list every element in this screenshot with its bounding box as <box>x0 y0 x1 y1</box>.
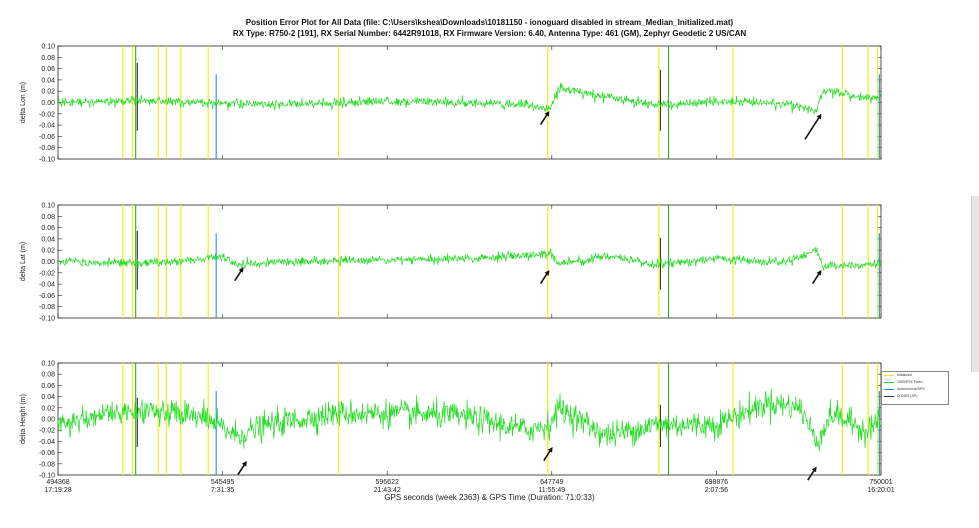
annotation-arrow <box>237 463 246 476</box>
y-tick-label: 0.06 <box>41 225 55 232</box>
legend-swatch <box>884 389 894 390</box>
legend-entry: Initialized <box>882 372 948 379</box>
x-tick-label: 21:43:42 <box>374 487 401 494</box>
series-line <box>57 246 882 271</box>
y-tick-label: -0.10 <box>39 473 55 480</box>
y-tick-label: 0.02 <box>41 89 55 96</box>
y-tick-label: -0.04 <box>39 123 55 130</box>
x-axis-label: GPS seconds (week 2363) & GPS Time (Dura… <box>384 493 595 502</box>
legend-label: DGNSS (SP) <box>897 394 918 398</box>
legend-entry: Autonomous/SPS <box>882 386 948 393</box>
y-tick-label: -0.04 <box>39 439 55 446</box>
x-tick-label: 545495 <box>211 479 234 486</box>
annotation-arrowhead <box>816 269 822 276</box>
y-tick-label: 0.08 <box>41 372 55 379</box>
x-tick-label: 698876 <box>705 479 728 486</box>
chart-panel: 0.10 0.08 0.06 0.04 0.02 0.00 -0.02 -0.04 -0.06 -… <box>20 361 895 495</box>
y-tick-label: -0.06 <box>39 134 55 141</box>
y-tick-label: 0.00 <box>41 100 55 107</box>
legend-label: Initialized <box>897 373 912 377</box>
annotation-arrowhead <box>241 461 247 467</box>
annotation-arrowhead <box>547 447 553 453</box>
y-tick-label: 0.04 <box>41 236 55 243</box>
annotation-arrowhead <box>816 113 822 120</box>
x-tick-label: 2:07:56 <box>705 487 728 494</box>
y-tick-label: -0.10 <box>39 316 55 323</box>
y-tick-label: -0.08 <box>39 145 55 152</box>
legend-swatch <box>884 396 894 397</box>
y-tick-label: 0.10 <box>41 203 55 210</box>
y-tick-label: 0.10 <box>41 361 55 368</box>
y-tick-label: -0.02 <box>39 111 55 118</box>
chart-panel: 0.10 0.08 0.06 0.04 0.02 0.00 -0.02 -0.04 -0.06 -… <box>20 44 882 164</box>
x-tick-label: 647749 <box>540 479 563 486</box>
annotation-arrow <box>234 269 243 282</box>
x-tick-label: 750001 <box>869 479 892 486</box>
y-tick-label: 0.06 <box>41 383 55 390</box>
x-tick-label: 11:55:49 <box>538 487 565 494</box>
annotation-arrowhead <box>544 269 550 276</box>
series-line <box>57 82 882 114</box>
annotation-arrow <box>539 272 549 285</box>
figure-scrollbar[interactable] <box>971 196 979 372</box>
legend-swatch <box>884 382 894 383</box>
x-tick-label: 17:19:28 <box>44 487 71 494</box>
y-tick-label: 0.04 <box>41 394 55 401</box>
legend: Initialized CMR/RTK Fixed Autonomous/SPS… <box>881 371 949 405</box>
annotation-arrow <box>539 113 549 126</box>
legend-entry: DGNSS (SP) <box>882 393 948 400</box>
annotation-arrowhead <box>238 267 244 273</box>
legend-label: CMR/RTK Fixed <box>897 380 923 384</box>
legend-entry: CMR/RTK Fixed <box>882 379 948 386</box>
y-tick-label: 0.08 <box>41 214 55 221</box>
figure-title-line2: RX Type: R750-2 [191], RX Serial Number:… <box>232 29 747 38</box>
y-tick-label: 0.00 <box>41 259 55 266</box>
legend-label: Autonomous/SPS <box>897 387 925 391</box>
x-tick-label: 16:20:01 <box>867 487 894 494</box>
annotation-arrowhead <box>811 466 817 473</box>
annotation-arrowhead <box>544 110 550 117</box>
legend-swatch <box>884 375 894 376</box>
y-tick-label: -0.06 <box>39 450 55 457</box>
y-tick-label: -0.10 <box>39 157 55 164</box>
y-tick-label: 0.02 <box>41 248 55 255</box>
figure-title-line1: Position Error Plot for All Data (file: … <box>245 18 734 27</box>
x-tick-label: 494368 <box>46 479 69 486</box>
y-axis-label: delta Height (m) <box>20 394 27 444</box>
y-tick-label: 0.04 <box>41 77 55 84</box>
x-tick-label: 7:31:35 <box>211 487 234 494</box>
y-axis-label: delta Lat (m) <box>20 242 27 281</box>
y-tick-label: 0.06 <box>41 66 55 73</box>
chart-panel: 0.10 0.08 0.06 0.04 0.02 0.00 -0.02 -0.04 -0.06 -… <box>20 203 882 323</box>
y-tick-label: 0.00 <box>41 417 55 424</box>
y-tick-label: 0.10 <box>41 44 55 51</box>
annotation-arrow <box>804 115 821 140</box>
x-tick-label: 596622 <box>376 479 399 486</box>
y-axis-label: delta Lon (m) <box>20 82 27 123</box>
annotation-arrow <box>811 272 821 285</box>
y-tick-label: -0.06 <box>39 293 55 300</box>
annotation-arrow <box>807 468 816 481</box>
y-tick-label: -0.02 <box>39 428 55 435</box>
y-tick-label: 0.08 <box>41 55 55 62</box>
y-tick-label: -0.04 <box>39 282 55 289</box>
y-tick-label: 0.02 <box>41 405 55 412</box>
y-tick-label: -0.08 <box>39 461 55 468</box>
series-line <box>57 388 882 452</box>
y-tick-label: -0.02 <box>39 270 55 277</box>
annotation-arrow <box>543 449 552 462</box>
y-tick-label: -0.08 <box>39 304 55 311</box>
